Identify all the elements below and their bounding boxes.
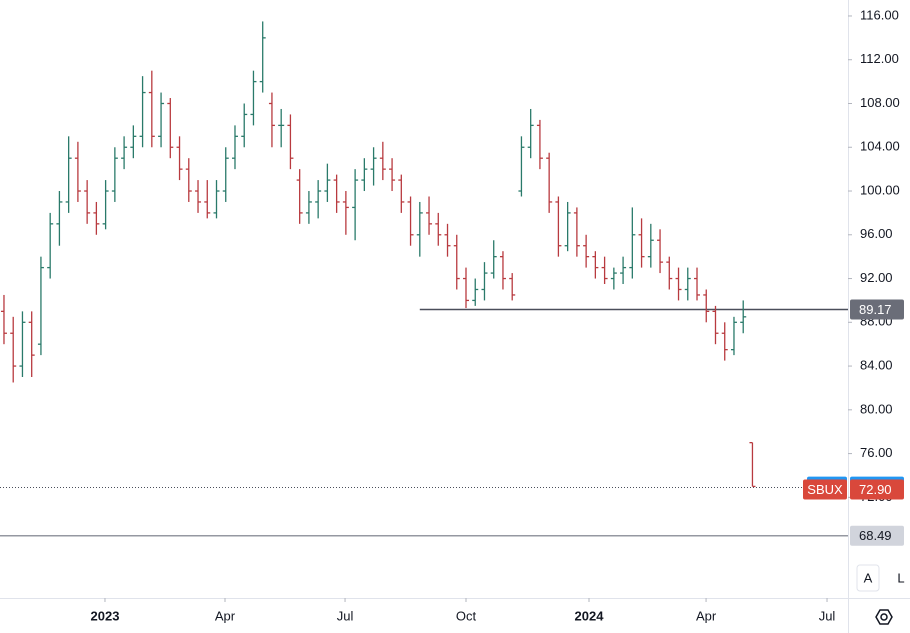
- y-tick-label: 104.00: [860, 139, 900, 154]
- y-tick-label: 108.00: [860, 95, 900, 110]
- x-tick-label: 2023: [91, 608, 120, 623]
- auto-scale-label[interactable]: A: [864, 570, 873, 585]
- x-tick-label: Oct: [456, 608, 477, 623]
- log-scale-label[interactable]: L: [897, 570, 904, 585]
- x-tick-label: Jul: [337, 608, 354, 623]
- symbol-name: SBUX: [807, 482, 843, 497]
- auto-scale-button[interactable]: [856, 564, 880, 592]
- y-tick-label: 100.00: [860, 182, 900, 197]
- y-tick-label: 84.00: [860, 358, 893, 373]
- x-tick-label: 2024: [575, 608, 605, 623]
- y-tick-label: 116.00: [860, 7, 899, 22]
- price-badge-label: 89.17: [859, 302, 892, 317]
- x-tick-label: Apr: [215, 608, 236, 623]
- settings-button[interactable]: [875, 609, 893, 625]
- y-tick-label: 92.00: [860, 270, 893, 285]
- price-badge: [850, 525, 904, 546]
- price-badge: [850, 299, 904, 320]
- last-price-badge: [850, 479, 904, 500]
- y-tick-label: 96.00: [860, 226, 893, 241]
- y-tick-label: 112.00: [860, 51, 899, 66]
- symbol-badge: [803, 479, 847, 500]
- x-tick-label: Apr: [696, 608, 717, 623]
- x-tick-label: Jul: [819, 608, 836, 623]
- y-tick-label: 80.00: [860, 401, 893, 416]
- price-badge-label: 68.49: [859, 528, 892, 543]
- last-price: 72.90: [859, 482, 892, 497]
- y-tick-label: 76.00: [860, 445, 893, 460]
- axes: 72.0076.0080.0084.0088.0092.0096.00100.0…: [91, 7, 904, 623]
- plot-area: [0, 21, 848, 537]
